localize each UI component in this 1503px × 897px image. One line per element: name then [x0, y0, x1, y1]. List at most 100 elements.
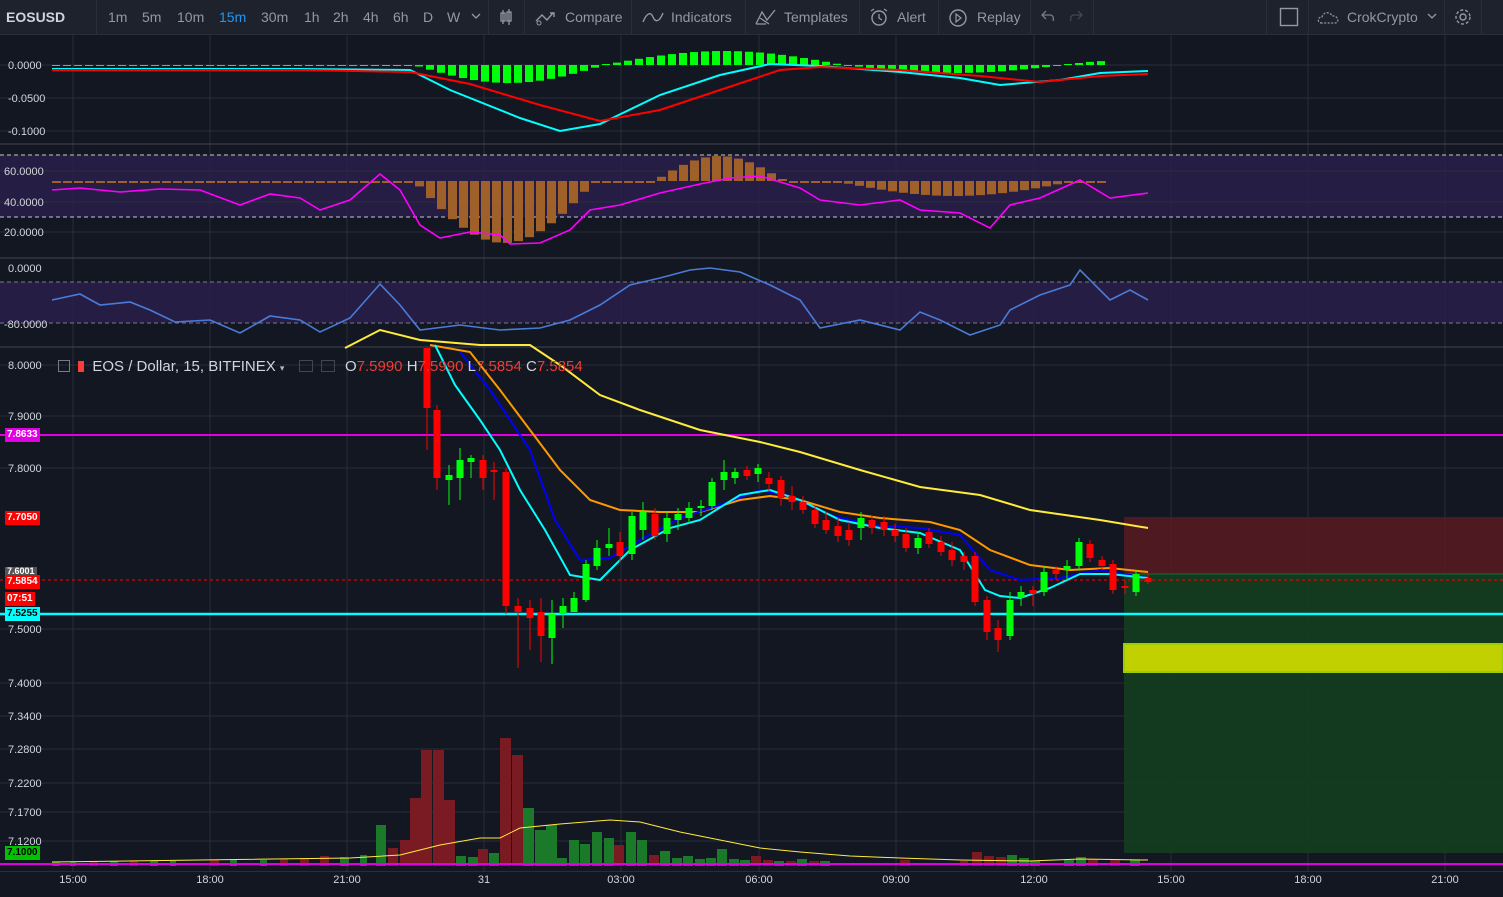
macd-histogram-bar [162, 65, 170, 66]
macd-histogram-bar [63, 65, 71, 66]
candle-body [1086, 544, 1094, 558]
macd-histogram-bar [503, 65, 511, 83]
volume-bar [580, 844, 590, 866]
rsi-histogram-bar [701, 157, 710, 181]
interval-6h[interactable]: 6h [393, 9, 409, 25]
ema-fast-line [459, 351, 1149, 582]
toolbar-divider [96, 0, 97, 34]
candle-body [811, 510, 819, 524]
macd-histogram-bar [96, 65, 104, 66]
macd-histogram-bar [118, 65, 126, 66]
volume-bars [52, 738, 1140, 866]
interval-1m[interactable]: 1m [108, 9, 128, 25]
rsi-histogram-bar [1020, 181, 1029, 191]
candle-body [548, 614, 556, 638]
legend-toggle-icon[interactable] [58, 360, 70, 372]
candle-body [937, 542, 945, 552]
rsi-histogram-bar [855, 181, 864, 186]
macd-histogram-bar [1053, 65, 1061, 66]
candle-body [639, 512, 647, 530]
alert-icon[interactable] [869, 8, 889, 26]
rsi-histogram-bar [910, 181, 919, 194]
interval-1h[interactable]: 1h [304, 9, 320, 25]
volume-bar [444, 800, 455, 866]
macd-histogram-bar [635, 58, 643, 65]
rsi-histogram-bar [756, 167, 765, 181]
macd-histogram-bar [151, 65, 159, 66]
compare-icon[interactable] [535, 8, 559, 26]
macd-histogram-bar [602, 64, 610, 65]
high-label: H [406, 358, 418, 375]
candle-style-icon[interactable] [499, 8, 517, 26]
candle-body [994, 628, 1002, 640]
settings-icon[interactable] [1453, 7, 1473, 27]
cloud-icon[interactable] [1316, 9, 1342, 25]
macd-histogram-bar [833, 63, 841, 65]
volume-bar [489, 853, 499, 866]
ema-cyan-line [434, 344, 1149, 600]
interval-30m[interactable]: 30m [261, 9, 289, 25]
account-menu[interactable]: CrokCrypto [1347, 9, 1418, 25]
macd-histogram-bar [1097, 61, 1105, 65]
macd-histogram-bar [327, 65, 335, 66]
rsi-histogram-bar [228, 181, 237, 183]
volume-bar [729, 859, 739, 866]
rsi-histogram-bar [437, 181, 446, 210]
series-title[interactable]: EOS / Dollar, 15, BITFINEX [92, 358, 276, 375]
price-axis-label: 7.1700 [8, 807, 42, 819]
interval-10m[interactable]: 10m [177, 9, 205, 25]
volume-bar [984, 856, 994, 866]
macd-histogram-bar [888, 65, 896, 71]
macd-line [52, 62, 1149, 133]
macd-histogram-bar [866, 65, 874, 68]
chevron-down-icon[interactable] [1427, 13, 1437, 21]
interval-d[interactable]: D [423, 9, 434, 25]
undo-icon[interactable] [1041, 10, 1055, 22]
candle-body [925, 532, 933, 544]
replay-icon[interactable] [948, 8, 968, 28]
interval-5m[interactable]: 5m [142, 9, 162, 25]
interval-15m[interactable]: 15m [219, 9, 247, 25]
rsi-histogram-bar [921, 181, 930, 195]
volume-bar [660, 851, 670, 866]
volume-bar [500, 738, 511, 866]
candle-body [1029, 590, 1037, 594]
rsi-histogram-bar [470, 181, 479, 235]
series-legend: EOS / Dollar, 15, BITFINEX ▾ O7.5990 H7.… [58, 358, 583, 376]
toolbar-divider [631, 0, 632, 34]
rsi-histogram-bar [85, 181, 94, 183]
price-axis-label: 7.5000 [8, 624, 42, 636]
series-menu-icon[interactable]: ▾ [279, 363, 285, 373]
indicators-icon[interactable] [642, 10, 664, 24]
indicators-button[interactable]: Indicators [671, 9, 732, 25]
rsi-histogram-bar [954, 181, 963, 196]
interval-dropdown-icon[interactable] [471, 13, 481, 21]
rsi-histogram-bar [393, 181, 402, 183]
price-axis-label: 7.3400 [8, 711, 42, 723]
macd-histogram-bar [921, 65, 929, 73]
flag-icon[interactable] [78, 361, 85, 372]
chart-area[interactable]: 0.0000 -0.0500 -0.1000 60.0000 40.0000 20.000… [0, 35, 1503, 897]
macd-histogram-bar [987, 65, 995, 72]
fullscreen-icon[interactable] [1279, 7, 1299, 27]
alert-button[interactable]: Alert [897, 9, 926, 25]
visibility-icon[interactable] [298, 360, 313, 372]
redo-icon[interactable] [1069, 10, 1083, 22]
rsi-histogram-bar [503, 181, 512, 243]
macd-histogram-bar [1009, 65, 1017, 71]
volume-bar [280, 859, 288, 866]
interval-w[interactable]: W [447, 9, 461, 25]
rsi-histogram [52, 156, 1106, 243]
candle-body [960, 556, 968, 562]
macd-histogram-bar [910, 65, 918, 72]
symbol-search[interactable]: EOSUSD [6, 9, 66, 25]
templates-button[interactable]: Templates [784, 9, 848, 25]
interval-2h[interactable]: 2h [333, 9, 349, 25]
macd-histogram-bar [745, 51, 753, 65]
interval-4h[interactable]: 4h [363, 9, 379, 25]
compare-button[interactable]: Compare [565, 9, 623, 25]
oscillator-band [0, 282, 1503, 323]
templates-icon[interactable] [755, 8, 777, 26]
replay-button[interactable]: Replay [977, 9, 1021, 25]
settings-small-icon[interactable] [320, 360, 335, 372]
